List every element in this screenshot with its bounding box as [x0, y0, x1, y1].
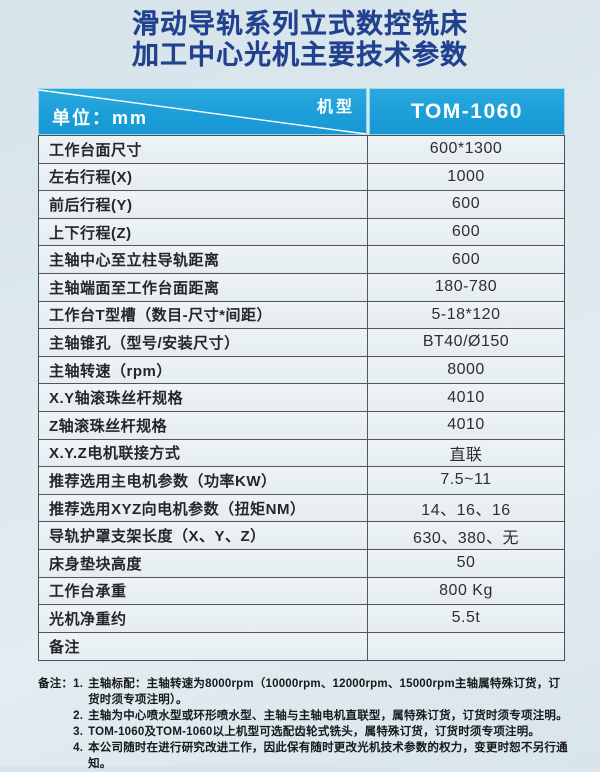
table-row: 推荐选用主电机参数（功率KW） 7.5~11	[39, 467, 564, 495]
row-value: 50	[368, 549, 564, 577]
table-row: 主轴端面至工作台面距离 180-780	[39, 273, 564, 302]
row-label: 上下行程(Z)	[39, 218, 368, 246]
table-row: 光机净重约 5.5t	[39, 605, 564, 633]
footnote-text: 主轴为中心喷水型或环形喷水型、主轴与主轴电机直联型，属特殊订货，订货时须专项注明…	[88, 710, 568, 722]
page-title-line2: 加工中心光机主要技术参数	[132, 40, 468, 70]
row-value: 600	[368, 191, 564, 218]
diagonal-divider-line	[38, 89, 367, 135]
row-label: 推荐选用XYZ向电机参数（扭矩NM）	[39, 494, 368, 522]
row-label: 导轨护罩支架长度（X、Y、Z）	[39, 522, 368, 549]
table-body: 工作台面尺寸 600*1300 左右行程(X) 1000 前后行程(Y) 600 上下…	[38, 135, 565, 662]
row-value: 600	[368, 218, 564, 246]
row-value: 4010	[368, 411, 564, 439]
row-value: 630、380、无	[368, 522, 564, 549]
page-title: 滑动导轨系列立式数控铣床 加工中心光机主要技术参数	[0, 0, 600, 71]
footnote-text: 主轴标配：主轴转速为8000rpm（10000rpm、12000rpm、1500…	[88, 678, 561, 706]
spec-table: 单位：mm 机型 TOM-1060 工作台面尺寸 600*1300 左右行程(X)…	[38, 88, 565, 662]
table-row: 左右行程(X) 1000	[39, 163, 564, 192]
table-row: 床身垫块高度 50	[39, 549, 564, 578]
row-value: 8000	[368, 356, 564, 384]
footnotes-list: 1. 主轴标配：主轴转速为8000rpm（10000rpm、12000rpm、1…	[73, 676, 568, 772]
footnote-number: 3.	[73, 726, 84, 738]
footnote-number: 2.	[73, 710, 84, 722]
table-row: 上下行程(Z) 600	[39, 218, 564, 247]
table-row: 主轴中心至立柱导轨距离 600	[39, 246, 564, 274]
header-unit-model-cell: 单位：mm 机型	[38, 88, 367, 135]
row-label: 前后行程(Y)	[39, 191, 368, 218]
footnote-number: 4.	[73, 742, 84, 754]
footnotes-prefix: 备注：	[38, 678, 74, 690]
row-value: 1000	[368, 163, 564, 191]
row-label: 主轴端面至工作台面距离	[39, 273, 368, 301]
table-row: 主轴锥孔（型号/安装尺寸） BT40/Ø150	[39, 329, 564, 357]
table-row: 工作台面尺寸 600*1300	[39, 136, 564, 164]
row-value: 5.5t	[368, 605, 564, 632]
table-row: 前后行程(Y) 600	[39, 191, 564, 219]
row-value: BT40/Ø150	[368, 329, 564, 356]
row-label: 光机净重约	[39, 605, 368, 632]
row-value: 180-780	[368, 273, 564, 301]
model-value: TOM-1060	[411, 99, 523, 123]
row-label: X.Y轴滚珠丝杆规格	[39, 384, 368, 411]
unit-label: 单位：mm	[52, 108, 149, 128]
row-label: Z轴滚珠丝杆规格	[39, 411, 368, 439]
row-label: 主轴中心至立柱导轨距离	[39, 246, 368, 273]
table-row: 主轴转速（rpm） 8000	[39, 356, 564, 385]
page-title-line1: 滑动导轨系列立式数控铣床	[132, 9, 468, 39]
row-value: 4010	[368, 384, 564, 411]
footnote-item: 4. 本公司随时在进行研究改进工作，因此保有随时更改光机技术参数的权力，变更时恕…	[73, 740, 568, 772]
row-label: 床身垫块高度	[39, 549, 368, 577]
row-value	[368, 632, 564, 661]
table-row: 推荐选用XYZ向电机参数（扭矩NM） 14、16、16	[39, 494, 564, 523]
table-row: 导轨护罩支架长度（X、Y、Z） 630、380、无	[39, 522, 564, 550]
table-header: 单位：mm 机型 TOM-1060	[38, 88, 565, 135]
row-value: 5-18*120	[368, 301, 564, 329]
row-value: 14、16、16	[368, 494, 564, 522]
table-row: 工作台T型槽（数目-尺寸*间距） 5-18*120	[39, 301, 564, 330]
footnote-text: TOM-1060及TOM-1060以上机型可选配齿轮式铣头，属特殊订货，订货时须…	[88, 726, 541, 738]
row-value: 7.5~11	[368, 467, 564, 494]
table-row: 工作台承重 800 Kg	[39, 577, 564, 606]
row-label: 工作台承重	[39, 577, 368, 605]
footnotes: 备注： 1. 主轴标配：主轴转速为8000rpm（10000rpm、12000r…	[38, 676, 568, 772]
footnote-item: 1. 主轴标配：主轴转速为8000rpm（10000rpm、12000rpm、1…	[73, 676, 568, 708]
table-row: 备注	[39, 632, 564, 661]
row-label: 主轴锥孔（型号/安装尺寸）	[39, 329, 368, 356]
footnote-number: 1.	[73, 678, 84, 690]
row-value: 800 Kg	[368, 577, 564, 605]
table-row: X.Y轴滚珠丝杆规格 4010	[39, 384, 564, 412]
table-row: Z轴滚珠丝杆规格 4010	[39, 411, 564, 440]
footnote-item: 2. 主轴为中心喷水型或环形喷水型、主轴与主轴电机直联型，属特殊订货，订货时须专…	[73, 708, 568, 724]
row-value: 600	[368, 246, 564, 273]
row-value: 直联	[368, 439, 564, 467]
row-label: 推荐选用主电机参数（功率KW）	[39, 467, 368, 494]
row-label: 工作台T型槽（数目-尺寸*间距）	[39, 301, 368, 329]
row-label: 主轴转速（rpm）	[39, 356, 368, 384]
header-model-value-cell: TOM-1060	[369, 88, 565, 135]
footnote-item: 3. TOM-1060及TOM-1060以上机型可选配齿轮式铣头，属特殊订货，订…	[73, 724, 568, 740]
model-label: 机型	[316, 99, 355, 116]
footnote-text: 本公司随时在进行研究改进工作，因此保有随时更改光机技术参数的权力，变更时恕不另行…	[88, 742, 568, 770]
row-value: 600*1300	[368, 136, 564, 163]
row-label: X.Y.Z电机联接方式	[39, 439, 368, 467]
table-row: X.Y.Z电机联接方式 直联	[39, 439, 564, 468]
row-label: 工作台面尺寸	[39, 136, 368, 163]
row-label: 备注	[39, 632, 368, 661]
row-label: 左右行程(X)	[39, 163, 368, 191]
